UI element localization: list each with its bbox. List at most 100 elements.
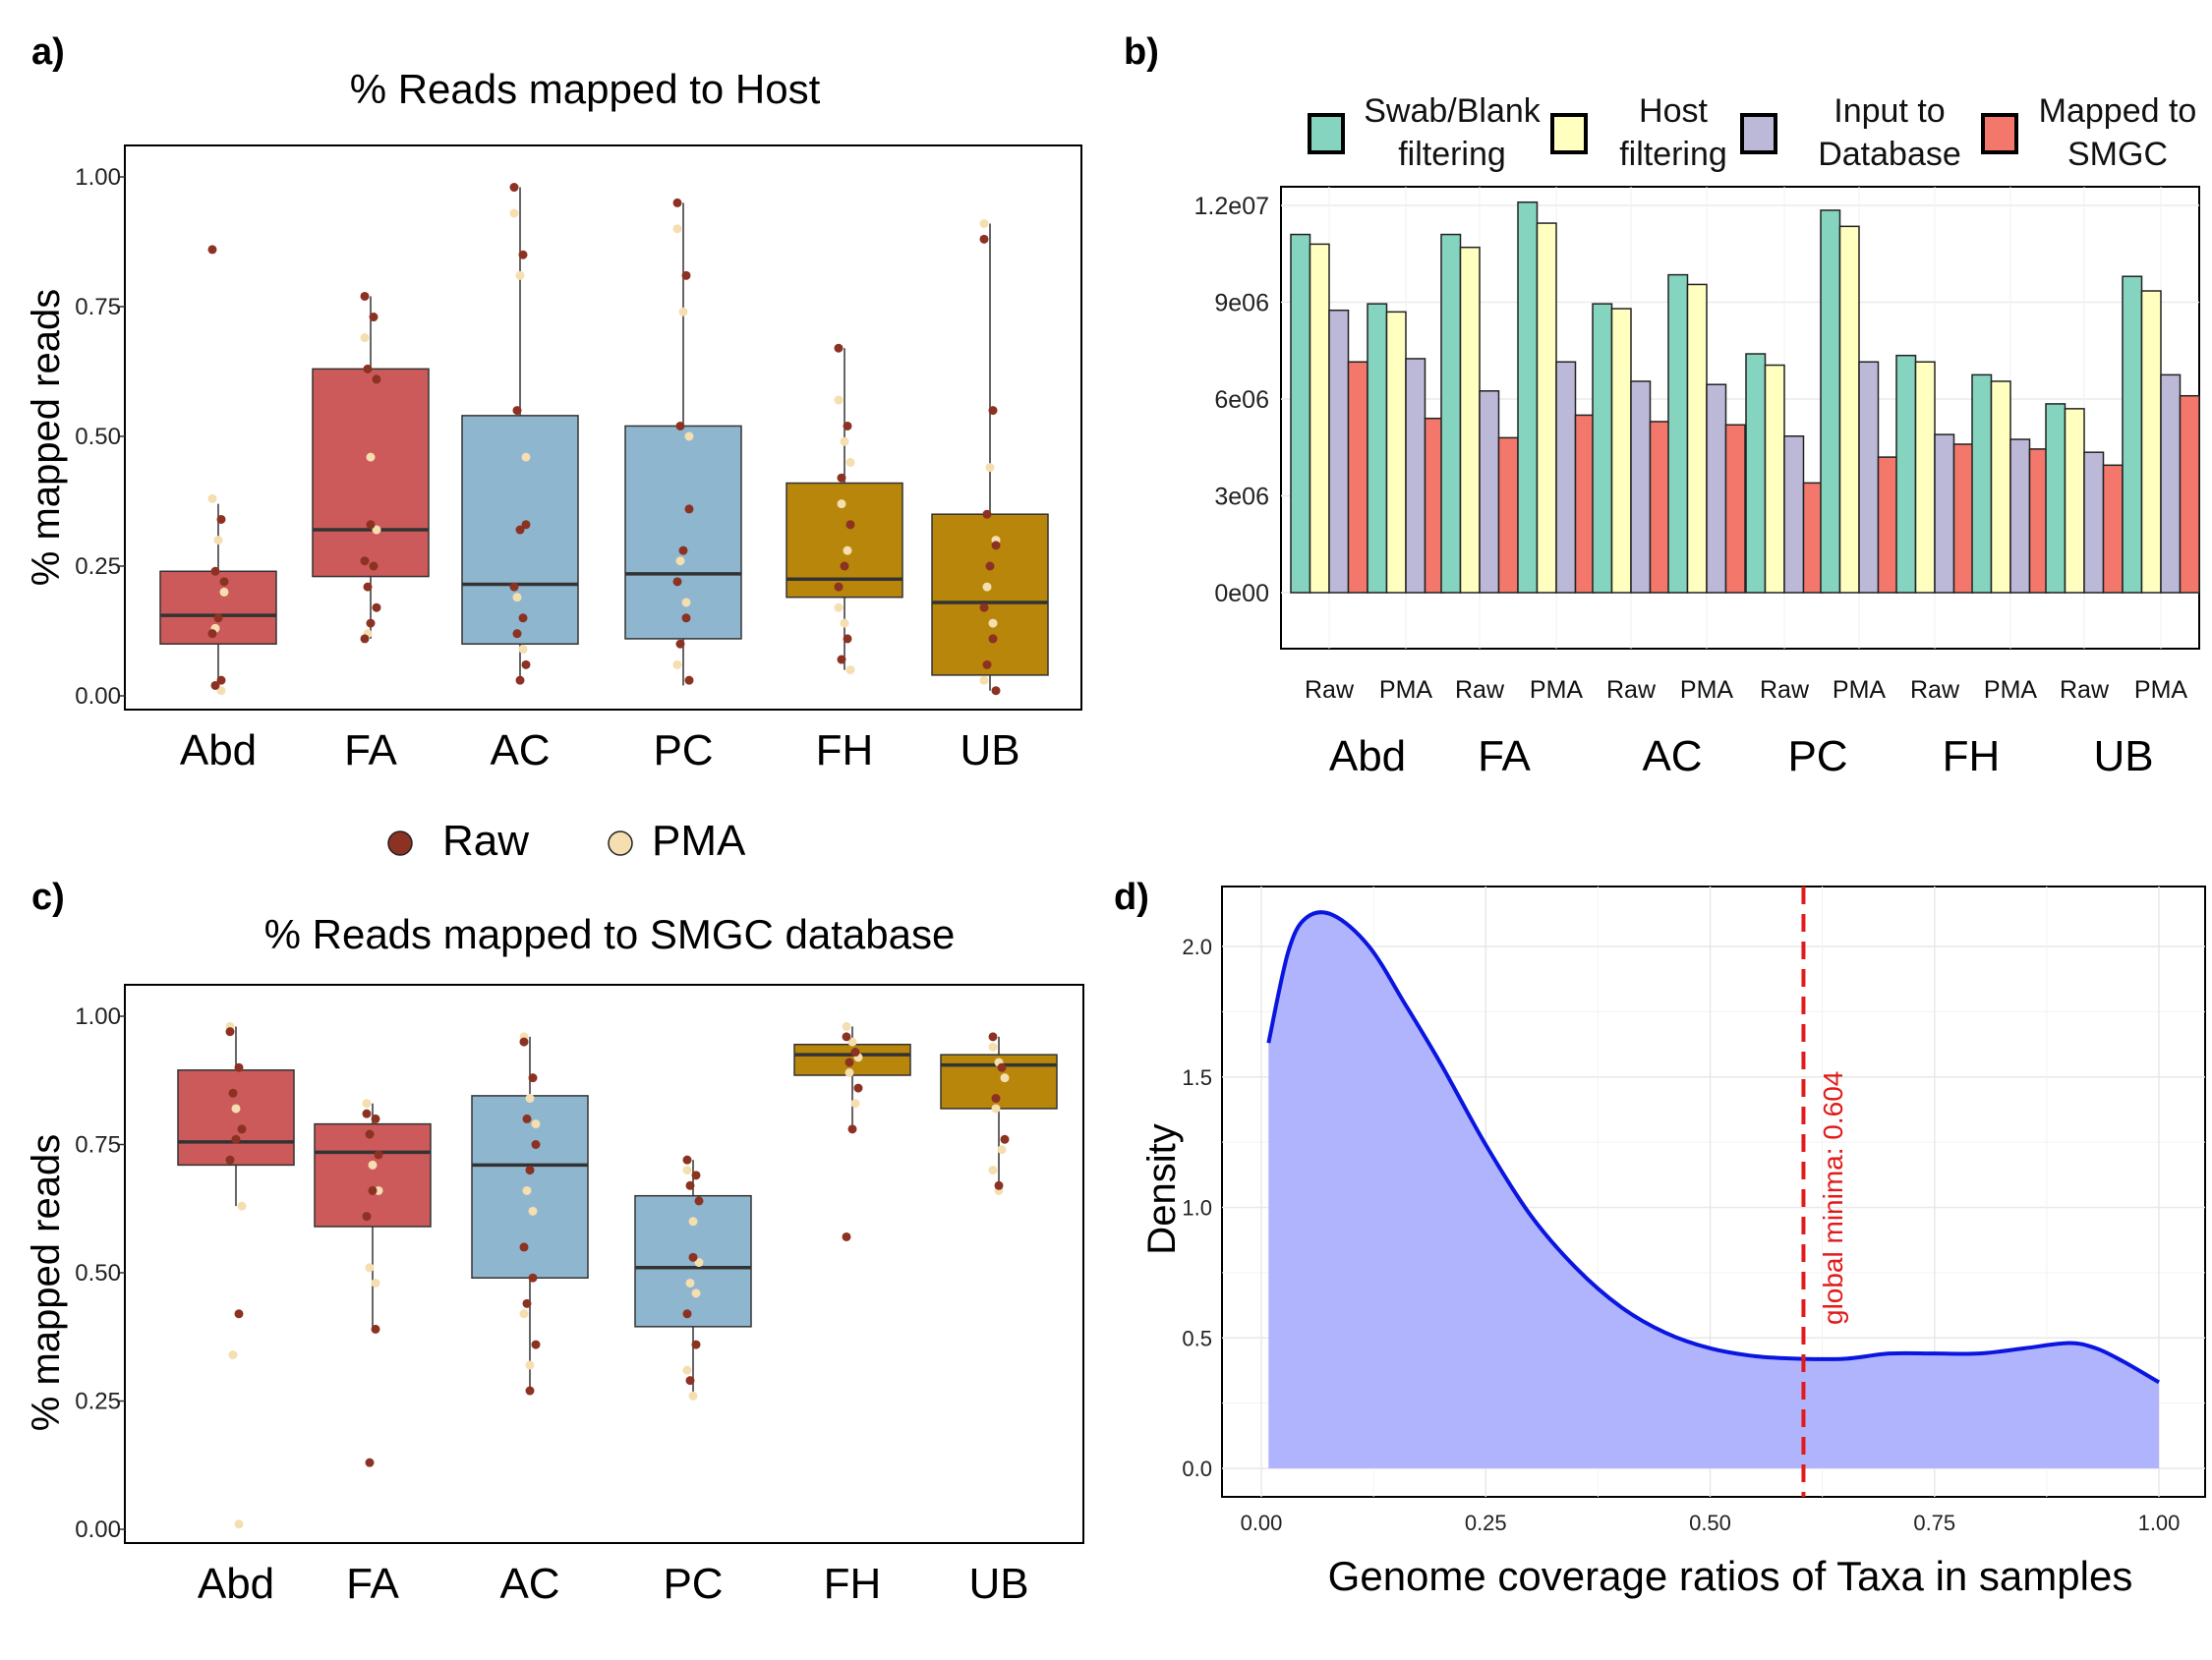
c-pma-point [988,1166,998,1175]
a-raw-point [684,504,694,514]
a-xtick-label: AC [490,726,550,774]
b-subgroup-label: PMA [1379,676,1433,704]
c-ytick-label: 1.00 [75,1003,121,1030]
a-pma-point [845,665,855,675]
a-raw-point [360,291,370,301]
c-pma-point [528,1206,538,1216]
d-xtick-label: 1.00 [2138,1511,2181,1535]
panel-b-label: b) [1124,31,1159,73]
a-pma-point [512,593,522,602]
c-raw-point [994,1180,1004,1190]
legend-pma-label: PMA [652,817,746,865]
a-raw-point [372,374,381,384]
c-pma-point [519,1309,529,1319]
a-raw-point [988,634,998,644]
panel-c-label: c) [31,877,65,918]
c-raw-point [371,1324,380,1334]
a-raw-point [369,313,378,322]
c-raw-point [365,1129,375,1139]
b-bar-host [1459,246,1481,594]
b-bar-swab [1971,373,1993,594]
c-xtick-label: AC [499,1560,559,1608]
c-box-abd [177,1069,295,1167]
a-box-fa [312,368,430,578]
panel-d-ylabel: Density [1140,1123,1184,1254]
a-pma-point [213,536,223,545]
a-pma-point [219,587,229,597]
c-pma-point [847,1037,857,1047]
c-raw-point [688,1252,698,1262]
d-density-area [1268,912,2159,1468]
a-raw-point [988,406,998,416]
panel-d-xlabel: Genome coverage ratios of Taxa in sample… [1328,1553,2133,1599]
legend-pma-swatch [608,830,633,856]
a-pma-point [372,525,381,535]
c-raw-point [531,1140,541,1149]
b-bar-host [1990,380,2011,594]
b-bar-mapped [2102,464,2124,594]
b-bar-mapped [1877,456,1898,594]
d-ytick-label: 0.0 [1182,1457,1212,1481]
c-ytick-label: 0.75 [75,1132,121,1159]
a-ytick-label: 0.75 [75,294,121,320]
d-ytick-label: 1.0 [1182,1196,1212,1221]
b-bar-swab [1592,303,1613,594]
a-xtick-label: Abd [180,726,257,774]
b-bar-input [1328,309,1350,594]
c-raw-point [525,1386,535,1396]
c-xtick-label: Abd [198,1560,274,1608]
c-raw-point [531,1340,541,1349]
c-raw-point [528,1073,538,1083]
a-pma-point [366,452,376,462]
c-raw-point [225,1027,235,1037]
c-pma-point [850,1099,860,1109]
panel-a-label: a) [31,31,65,73]
c-frame [124,984,1084,1544]
d-xtick-label: 0.75 [1913,1511,1955,1535]
a-raw-point [672,198,682,207]
c-raw-point [234,1062,244,1072]
a-raw-point [521,520,531,530]
d-minima-annotation: global minima: 0.604 [1818,1071,1848,1325]
c-ytick-label: 0.25 [75,1389,121,1415]
b-subgroup-label: Raw [1910,676,1960,704]
a-pma-point [843,545,852,555]
panel-d-label: d) [1114,877,1149,918]
a-raw-point [216,514,226,524]
b-group-label: Abd [1329,732,1406,780]
c-raw-point [691,1340,701,1349]
panel-b-legend: Swab/Blank filtering Host filtering Input to… [1308,92,2196,173]
a-pma-point [675,556,685,566]
b-group-label: AC [1642,732,1702,780]
panel-a-ylabel: % mapped reads [25,289,68,586]
b-bar-input [1783,435,1805,594]
a-raw-point [979,234,989,244]
a-raw-point [512,629,522,639]
c-raw-point [682,1155,692,1165]
c-pma-point [694,1258,704,1268]
panel-c: c) % Reads mapped to SMGC database % map… [25,877,1084,1608]
c-raw-point [847,1124,857,1134]
c-raw-point [525,1166,535,1175]
a-pma-point [518,644,528,654]
b-bar-mapped [1649,421,1670,594]
a-raw-point [363,364,373,373]
panel-c-title: % Reads mapped to SMGC database [264,911,956,957]
c-pma-point [365,1263,375,1273]
c-xtick-label: FA [346,1560,399,1608]
c-raw-point [685,1180,695,1190]
c-xtick-label: FH [824,1560,882,1608]
panel-a-plot: 0.00 0.25 0.50 0.75 1.00 Abd FA AC PC FH UB [75,144,1082,774]
b-bar-host [1385,311,1407,594]
b-subgroup-label: Raw [1305,676,1355,704]
c-ytick-label: 0.00 [75,1517,121,1543]
c-pma-point [682,1365,692,1375]
d-ytick-label: 0.5 [1182,1326,1212,1350]
b-bar-input [1479,390,1500,594]
a-raw-point [210,680,220,690]
a-raw-point [518,613,528,623]
c-raw-point [997,1062,1007,1072]
a-pma-point [834,395,844,405]
c-pma-point [991,1104,1001,1114]
